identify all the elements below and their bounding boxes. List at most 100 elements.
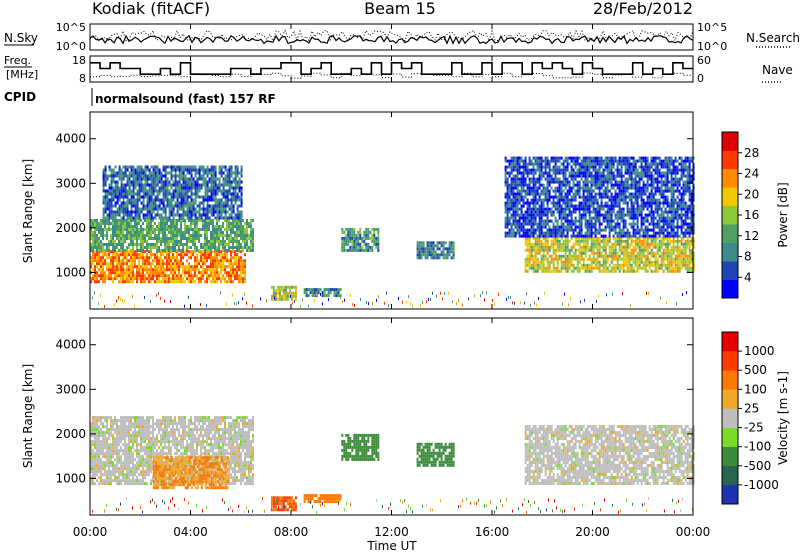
data-cell	[216, 183, 219, 187]
data-cell	[126, 177, 129, 181]
data-cell	[518, 192, 521, 196]
data-cell	[544, 225, 547, 229]
data-cell	[110, 210, 113, 214]
data-cell	[584, 225, 587, 229]
data-cell	[578, 168, 581, 172]
data-cell	[102, 207, 105, 211]
data-cell	[664, 236, 667, 240]
data-cell	[168, 253, 170, 257]
data-cell	[620, 207, 623, 211]
data-cell	[94, 253, 96, 257]
data-cell	[188, 231, 190, 234]
data-cell	[162, 186, 165, 190]
data-cell	[214, 246, 216, 249]
data-cell	[548, 168, 551, 172]
data-cell	[602, 228, 605, 232]
data-cell	[674, 245, 677, 249]
data-cell	[610, 201, 613, 205]
data-cell	[216, 216, 219, 220]
data-cell	[192, 168, 195, 172]
data-cell	[174, 189, 177, 193]
data-cell	[216, 189, 219, 193]
data-cell	[528, 207, 531, 211]
data-cell	[620, 192, 623, 196]
data-cell	[576, 236, 579, 240]
data-cell	[690, 248, 693, 252]
data-cell	[630, 269, 633, 273]
data-cell	[180, 274, 182, 278]
data-cell	[102, 183, 105, 187]
data-cell	[592, 260, 595, 264]
data-cell	[188, 271, 190, 275]
data-cell	[106, 174, 109, 178]
data-cell	[680, 263, 683, 267]
data-cell	[542, 192, 545, 196]
data-cell	[148, 259, 150, 263]
data-cell	[176, 231, 178, 234]
data-cell	[526, 183, 529, 187]
data-cell	[598, 165, 601, 169]
data-cell	[570, 257, 573, 261]
data-cell	[200, 165, 203, 169]
data-cell	[172, 210, 175, 214]
data-cell	[126, 234, 128, 237]
data-cell	[192, 210, 195, 214]
data-cell	[552, 266, 555, 270]
data-cell	[182, 256, 184, 260]
data-cell	[353, 242, 356, 246]
data-cell	[136, 280, 138, 284]
data-cell	[230, 231, 232, 234]
data-cell	[134, 204, 137, 208]
data-cell	[234, 256, 236, 260]
data-cell	[546, 204, 549, 208]
data-cell	[357, 233, 360, 237]
data-cell	[506, 225, 509, 229]
data-cell	[154, 237, 156, 240]
data-cell	[116, 243, 118, 246]
data-cell	[668, 251, 671, 255]
data-cell	[142, 228, 144, 231]
data-cell	[540, 248, 543, 252]
data-cell	[680, 242, 683, 246]
data-cell	[222, 265, 224, 269]
data-cell	[162, 168, 165, 172]
data-cell	[220, 213, 223, 217]
data-cell	[186, 189, 189, 193]
data-cell	[504, 201, 507, 205]
data-cell	[580, 171, 583, 175]
data-cell	[590, 159, 593, 163]
data-cell	[564, 234, 567, 238]
data-cell	[600, 228, 603, 232]
data-cell	[666, 257, 669, 261]
data-cell	[222, 277, 224, 281]
data-cell	[514, 210, 517, 214]
data-cell	[568, 260, 571, 264]
data-cell	[558, 225, 561, 229]
data-cell	[196, 237, 198, 240]
data-cell	[172, 165, 175, 169]
data-cell	[212, 204, 215, 208]
data-cell	[146, 198, 149, 202]
data-cell	[240, 219, 242, 222]
data-cell	[432, 241, 435, 245]
data-cell	[172, 225, 174, 228]
data-cell	[666, 251, 669, 255]
data-cell	[632, 251, 635, 255]
data-cell	[618, 239, 621, 243]
data-cell	[218, 274, 220, 278]
data-cell	[184, 165, 187, 169]
data-cell	[184, 180, 187, 184]
data-cell	[226, 183, 229, 187]
data-cell	[194, 168, 197, 172]
data-cell	[202, 271, 204, 275]
data-cell	[570, 222, 573, 226]
data-cell	[100, 277, 102, 281]
data-cell	[236, 274, 238, 278]
data-cell	[426, 244, 429, 248]
data-cell	[212, 240, 214, 243]
data-cell	[534, 168, 537, 172]
data-cell	[214, 265, 216, 269]
data-cell	[540, 207, 543, 211]
data-cell	[688, 254, 691, 258]
data-cell	[592, 257, 595, 261]
